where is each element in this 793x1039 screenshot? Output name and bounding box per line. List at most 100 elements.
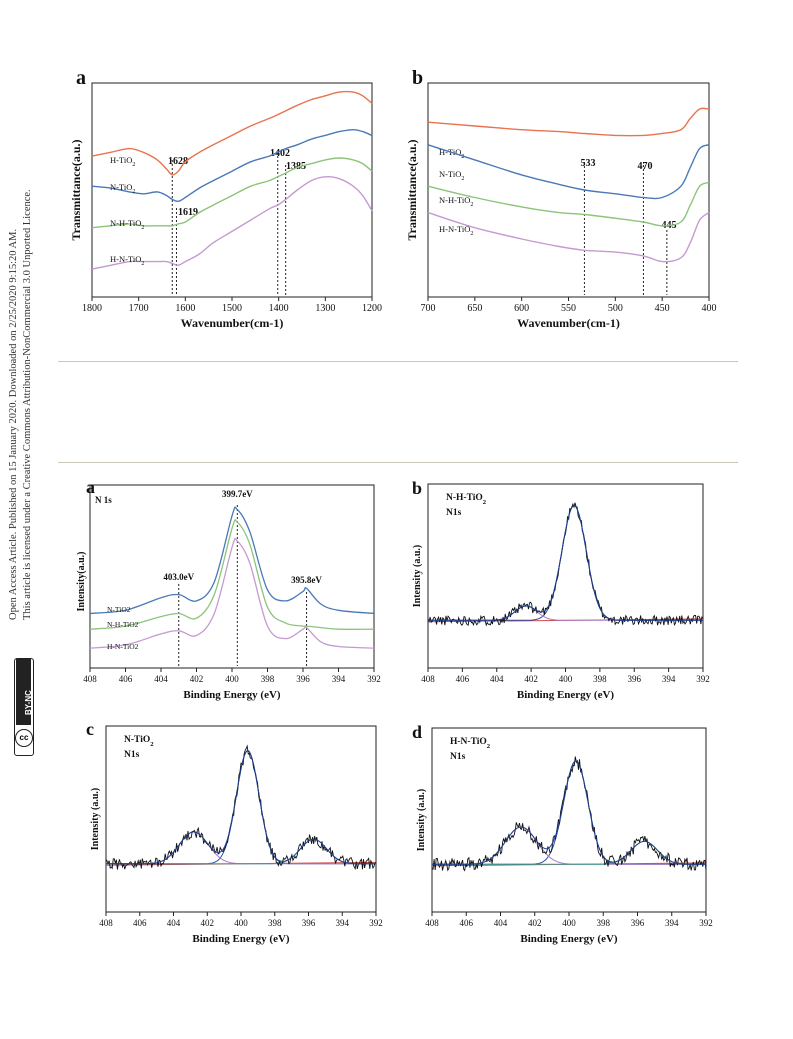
series-label: N-H-TiO2 xyxy=(107,620,139,629)
cc-icon: cc xyxy=(15,729,33,747)
peak-label: 533 xyxy=(581,158,596,169)
xps-fit-panel-c: c N-TiO2 N1s 408 406 404 402 400 398 396 394 392 Bin… xyxy=(86,719,383,945)
series-label: N-TiO2 xyxy=(439,169,464,182)
x-tick-label: 398 xyxy=(597,918,611,928)
chart-subtitle: N1s xyxy=(450,752,466,762)
x-tick-label: 650 xyxy=(467,303,482,314)
xps-overlay-panel: aN 1s 403.0eV 399.7eV 395.8eV N-TiO2 N-H-TiO2… xyxy=(76,477,381,701)
x-tick-label: 406 xyxy=(119,674,133,684)
series-label: H-N-TiO2 xyxy=(110,254,144,267)
series-label: N-H-TiO2 xyxy=(110,218,144,231)
x-tick-label: 450 xyxy=(655,303,670,314)
x-tick-label: 402 xyxy=(201,918,215,928)
raw-spectrum xyxy=(105,744,377,871)
peak-label: 1385 xyxy=(286,161,306,172)
peak-label: 1628 xyxy=(168,156,188,167)
plot-frame xyxy=(105,725,377,913)
series-label: N-TiO2 xyxy=(107,605,131,614)
series-line xyxy=(89,506,375,615)
x-tick-label: 700 xyxy=(421,303,436,314)
plot-frame xyxy=(89,484,375,669)
x-tick-label: 402 xyxy=(190,674,204,684)
x-tick-label: 396 xyxy=(628,674,642,684)
panel-letter: a xyxy=(86,477,95,497)
x-tick-label: 396 xyxy=(296,674,310,684)
x-tick-label: 1300 xyxy=(315,303,335,314)
y-axis-label: Intensity(a.u.) xyxy=(76,551,87,611)
chart-subtitle: N1s xyxy=(446,508,462,518)
y-axis-label: Intensity (a.u.) xyxy=(412,545,423,608)
raw-spectrum xyxy=(431,756,707,872)
x-tick-label: 1600 xyxy=(175,303,195,314)
series-line xyxy=(427,107,710,137)
panel-letter: a xyxy=(76,67,86,89)
x-tick-label: 394 xyxy=(336,918,350,928)
x-tick-label: 1700 xyxy=(129,303,149,314)
fit-component xyxy=(106,838,376,865)
series-label: N-H-TiO2 xyxy=(439,195,473,208)
x-axis-label: Binding Energy (eV) xyxy=(183,689,281,701)
series-label: H-N-TiO2 xyxy=(439,224,473,237)
peak-label: 470 xyxy=(638,161,653,172)
x-tick-label: 392 xyxy=(369,918,383,928)
x-tick-label: 404 xyxy=(154,674,168,684)
xps-fit-panel-b: b N-H-TiO2 N1s 408 406 404 402 400 398 396 394 392 B… xyxy=(412,478,710,701)
series-line xyxy=(91,128,373,203)
peak-label: 1402 xyxy=(270,148,290,159)
x-tick-label: 600 xyxy=(514,303,529,314)
x-tick-label: 408 xyxy=(421,674,435,684)
x-tick-label: 1500 xyxy=(222,303,242,314)
series-label: H-TiO2 xyxy=(110,155,135,168)
x-tick-label: 392 xyxy=(367,674,381,684)
raw-spectrum xyxy=(427,502,704,627)
panel-letter: c xyxy=(86,719,94,739)
x-tick-label: 394 xyxy=(662,674,676,684)
panel-letter: b xyxy=(412,67,423,89)
series-line xyxy=(89,538,375,649)
x-tick-label: 394 xyxy=(332,674,346,684)
peak-label: 403.0eV xyxy=(163,572,194,582)
x-tick-label: 400 xyxy=(225,674,239,684)
series-line xyxy=(91,157,373,229)
x-tick-label: 406 xyxy=(456,674,470,684)
x-axis-label: Binding Energy (eV) xyxy=(517,689,615,701)
x-tick-label: 1200 xyxy=(362,303,382,314)
plot-frame xyxy=(431,727,707,913)
xps-fit-panel-d: d H-N-TiO2 N1s 408 406 404 402 400 398 396 394 392 B… xyxy=(412,722,713,945)
fit-envelope xyxy=(106,750,376,865)
x-tick-label: 404 xyxy=(167,918,181,928)
top-separator xyxy=(58,361,738,362)
series-line xyxy=(91,90,373,176)
chart-subtitle: N1s xyxy=(124,750,140,760)
peak-label: 395.8eV xyxy=(291,575,322,585)
chart-title: N-H-TiO2 xyxy=(446,493,487,506)
fit-component xyxy=(106,831,376,865)
x-tick-label: 398 xyxy=(268,918,282,928)
peak-label: 399.7eV xyxy=(222,489,253,499)
x-axis-label: Binding Energy (eV) xyxy=(192,933,290,945)
x-tick-label: 404 xyxy=(490,674,504,684)
cc-by-nc-badge[interactable]: BY-NC cc xyxy=(14,658,34,756)
x-tick-label: 400 xyxy=(702,303,717,314)
x-tick-label: 398 xyxy=(261,674,275,684)
x-axis-label: Wavenumber(cm-1) xyxy=(517,316,620,330)
series-label: H-N-TiO2 xyxy=(107,642,139,651)
x-tick-label: 394 xyxy=(665,918,679,928)
x-tick-label: 402 xyxy=(528,918,542,928)
x-tick-label: 402 xyxy=(524,674,538,684)
series-line xyxy=(427,181,710,227)
x-tick-label: 404 xyxy=(494,918,508,928)
x-tick-label: 500 xyxy=(608,303,623,314)
bottom-separator xyxy=(58,462,738,463)
x-tick-label: 400 xyxy=(234,918,248,928)
x-axis-label: Binding Energy (eV) xyxy=(520,933,618,945)
y-axis-label: Intensity (a.u.) xyxy=(90,788,101,851)
plot-frame xyxy=(427,483,704,669)
y-axis-label: Intensity (a.u.) xyxy=(416,789,427,852)
x-tick-label: 398 xyxy=(593,674,607,684)
ftir-panel-a: a 1628 1619 1402 1385 H-TiO2 N-TiO2 N-H-TiO2 H-N… xyxy=(69,67,382,330)
x-tick-label: 408 xyxy=(99,918,113,928)
peak-label: 1619 xyxy=(178,207,198,218)
